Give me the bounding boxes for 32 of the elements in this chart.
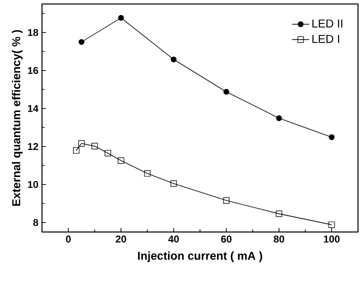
point [223, 88, 230, 95]
legend-label: LED II [312, 20, 342, 28]
point [118, 157, 124, 164]
y-tick-label: 12 [28, 143, 38, 150]
point [223, 197, 230, 204]
y-tick-label: 16 [28, 66, 38, 74]
point [78, 140, 85, 147]
point [170, 56, 177, 62]
point [276, 115, 282, 122]
point [73, 147, 80, 154]
y-tick-label: 10 [28, 180, 38, 188]
y-tick-label: 18 [28, 28, 38, 36]
point [328, 222, 335, 228]
point [144, 170, 151, 177]
point [276, 210, 282, 217]
x-tick-label: 20 [116, 236, 126, 243]
y-tick-label: 8 [33, 218, 38, 226]
x-tick-label: 80 [274, 236, 284, 243]
point [78, 39, 84, 45]
legend-label: LED I [312, 34, 340, 43]
x-axis-title: Injection current ( mA ) [138, 251, 262, 262]
x-tick-label: 100 [324, 236, 340, 243]
point [328, 134, 335, 140]
point [118, 14, 124, 21]
x-tick-label: 0 [66, 236, 71, 243]
y-axis-title: External quantum efficiency( % ) [12, 30, 23, 206]
point [104, 150, 112, 156]
x-tick-label: 40 [168, 236, 179, 243]
x-tick-label: 60 [221, 236, 232, 243]
point [170, 180, 177, 187]
y-tick-label: 14 [28, 105, 38, 112]
point [91, 142, 98, 150]
